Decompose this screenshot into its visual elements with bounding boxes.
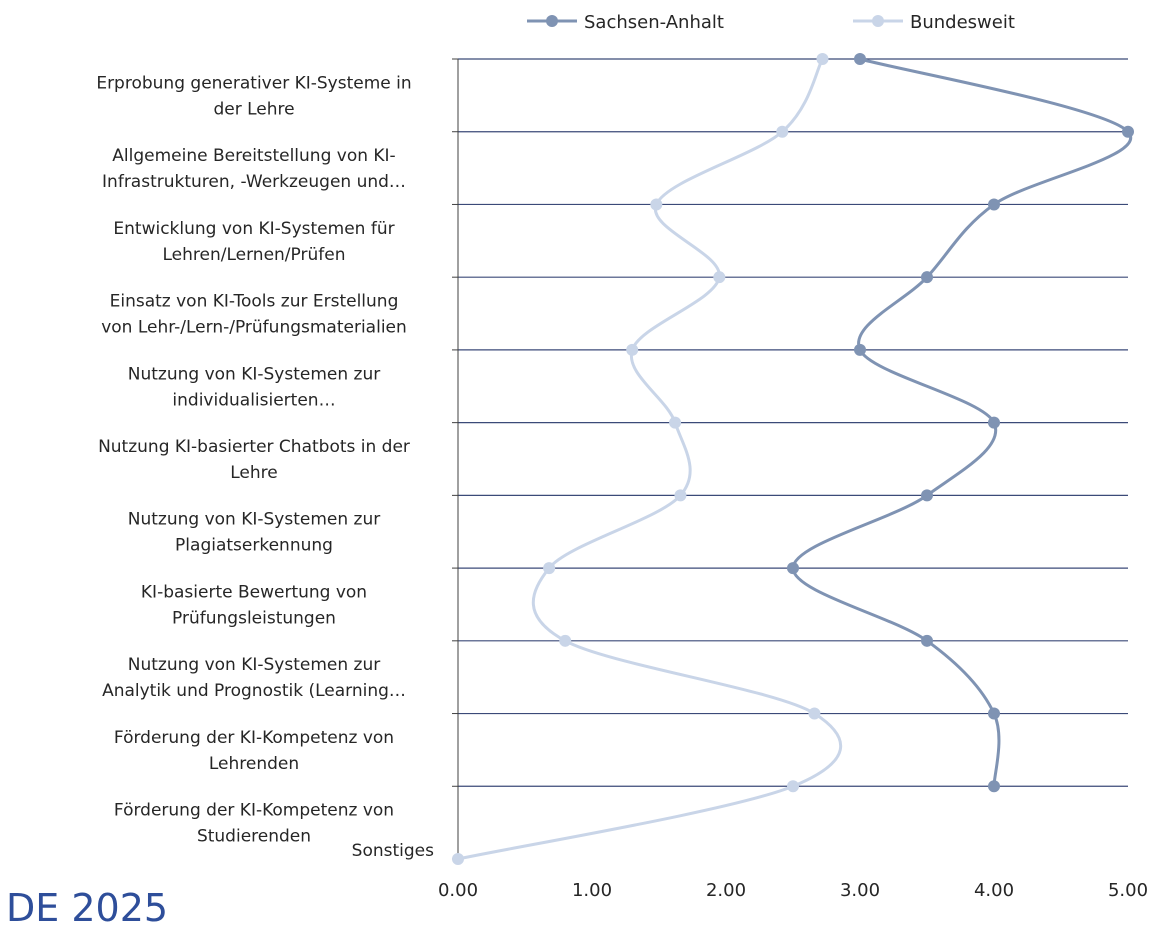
data-point-bundesweit <box>808 707 821 720</box>
data-point-bundesweit <box>816 53 829 65</box>
x-tick-label: 5.00 <box>1108 880 1148 901</box>
data-point-sachsen-anhalt <box>854 343 866 356</box>
category-label: Förderung der KI-Kompetenz von Lehrenden <box>114 728 394 774</box>
x-tick-label: 0.00 <box>438 880 478 901</box>
data-point-bundesweit <box>452 853 464 865</box>
series-line-bundesweit <box>457 58 843 861</box>
data-point-bundesweit <box>559 634 572 647</box>
legend-marker-sachsen-anhalt <box>546 15 558 27</box>
x-tick-label: 2.00 <box>706 880 746 901</box>
x-tick-labels: 0.00 1.00 2.00 3.00 4.00 5.00 <box>438 880 1148 901</box>
data-point-bundesweit <box>669 416 682 429</box>
category-label: Entwicklung von KI-Systemen für Lehren/Le… <box>113 219 394 265</box>
data-point-sachsen-anhalt <box>854 53 866 65</box>
data-point-sachsen-anhalt <box>988 707 1000 720</box>
data-point-sachsen-anhalt <box>1122 125 1134 138</box>
category-label: Förderung der KI-Kompetenz von Studierend… <box>114 801 394 847</box>
data-point-bundesweit <box>626 343 639 356</box>
x-tick-label: 3.00 <box>840 880 880 901</box>
category-label: Nutzung von KI-Systemen zur Analytik und … <box>102 655 406 701</box>
category-label: Einsatz von KI-Tools zur Erstellung von L… <box>101 292 407 338</box>
category-label: Allgemeine Bereitstellung von KI-Infrast… <box>102 146 406 192</box>
data-point-bundesweit <box>650 198 663 211</box>
legend: Sachsen-Anhalt Bundesweit <box>527 12 1015 33</box>
data-point-sachsen-anhalt <box>988 416 1000 429</box>
legend-label-bundesweit: Bundesweit <box>910 12 1015 33</box>
watermark: DE 2025 <box>6 886 169 930</box>
data-point-sachsen-anhalt <box>988 198 1000 211</box>
y-ticks <box>452 58 458 860</box>
gridlines <box>458 58 1128 787</box>
data-point-sachsen-anhalt <box>988 780 1000 793</box>
x-tick-label: 1.00 <box>572 880 612 901</box>
category-labels: Erprobung generativer KI-Systeme in der L… <box>96 73 434 861</box>
category-label: Nutzung KI-basierter Chatbots in der Lehr… <box>98 437 410 483</box>
x-tick-label: 4.00 <box>974 880 1014 901</box>
category-label: KI-basierte Bewertung von Prüfungsleistun… <box>141 582 367 628</box>
legend-label-sachsen-anhalt: Sachsen-Anhalt <box>584 12 724 33</box>
data-point-sachsen-anhalt <box>921 634 933 647</box>
data-point-sachsen-anhalt <box>787 562 799 575</box>
category-label: Nutzung von KI-Systemen zur individualisi… <box>128 364 380 410</box>
series-lines <box>457 57 1133 861</box>
legend-marker-bundesweit <box>872 15 884 27</box>
category-label: Nutzung von KI-Systemen zur Plagiatserken… <box>128 510 380 556</box>
data-point-bundesweit <box>776 125 789 138</box>
data-point-bundesweit <box>674 489 687 502</box>
series-points <box>452 53 1134 865</box>
data-point-bundesweit <box>713 271 726 284</box>
data-point-sachsen-anhalt <box>921 489 933 502</box>
category-label: Sonstiges <box>352 841 434 861</box>
data-point-bundesweit <box>543 562 556 575</box>
data-point-bundesweit <box>787 780 799 793</box>
category-label: Erprobung generativer KI-Systeme in der L… <box>96 73 411 119</box>
data-point-sachsen-anhalt <box>921 271 933 284</box>
